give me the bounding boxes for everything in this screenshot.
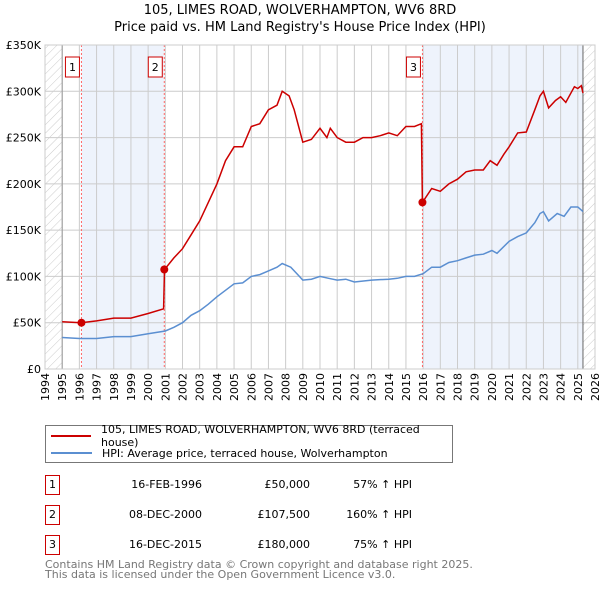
sale-hpi: 75% ↑ HPI — [353, 538, 412, 551]
sale-row: 3 16-DEC-2015 £180,000 75% ↑ HPI — [45, 535, 545, 555]
x-tick-label: 1999 — [125, 373, 138, 401]
sale-label: 3 — [410, 61, 417, 74]
sale-date: 16-FEB-1996 — [131, 478, 202, 491]
chart-subtitle: Price paid vs. HM Land Registry's House … — [114, 20, 486, 35]
sale-number: 1 — [45, 475, 60, 495]
legend-item-hpi: HPI: Average price, terraced house, Wolv… — [51, 445, 388, 461]
sale-point — [160, 265, 169, 274]
y-tick-label: £150K — [6, 224, 42, 237]
legend-label: HPI: Average price, terraced house, Wolv… — [102, 446, 388, 460]
sale-number: 2 — [45, 505, 60, 525]
sale-number: 3 — [45, 535, 60, 555]
x-tick-label: 2009 — [297, 373, 310, 401]
legend-item-property: 105, LIMES ROAD, WOLVERHAMPTON, WV6 8RD … — [51, 423, 452, 449]
x-tick-label: 2017 — [434, 373, 447, 401]
y-tick-label: £350K — [6, 39, 42, 52]
x-tick-label: 2007 — [262, 373, 275, 401]
y-tick-label: £50K — [13, 317, 42, 330]
x-tick-label: 2001 — [159, 373, 172, 401]
price-chart: 1994 1995 1996 1997 1998 1999 2000 2001 2002 2003… — [6, 39, 600, 401]
x-tick-label: 2005 — [228, 373, 241, 401]
x-tick-label: 2022 — [520, 373, 533, 401]
y-tick-label: £100K — [6, 270, 42, 283]
y-tick-label: £250K — [6, 132, 42, 145]
plot-border — [44, 44, 596, 370]
sale-label-box — [147, 56, 163, 78]
copyright-text: Contains HM Land Registry data © Crown c… — [45, 558, 473, 571]
legend-label: 105, LIMES ROAD, WOLVERHAMPTON, WV6 8RD … — [101, 423, 420, 449]
sale-date: 08-DEC-2000 — [128, 508, 202, 521]
x-tick-label: 1996 — [73, 373, 86, 401]
shaded-period — [422, 45, 583, 369]
x-tick-label: 1998 — [108, 373, 121, 401]
x-tick-label: 2014 — [383, 373, 396, 401]
y-tick-label: £200K — [6, 178, 42, 191]
licence-text: This data is licensed under the Open Gov… — [45, 568, 396, 581]
sale-label: 1 — [69, 61, 76, 74]
x-tick-label: 2013 — [366, 373, 379, 401]
sale-hpi: 57% ↑ HPI — [353, 478, 412, 491]
sale-hpi: 160% ↑ HPI — [346, 508, 412, 521]
x-tick-label: 2004 — [211, 373, 224, 401]
sale-date: 16-DEC-2015 — [128, 538, 202, 551]
x-tick-label: 2019 — [469, 373, 482, 401]
sale-label-box — [64, 56, 80, 78]
hpi-line — [62, 206, 584, 340]
x-tick-label: 2012 — [348, 373, 361, 401]
property-price-line — [62, 84, 584, 324]
x-tick-label: 2021 — [503, 373, 516, 401]
y-tick-label: £300K — [6, 85, 42, 98]
x-tick-label: 2015 — [400, 373, 413, 401]
x-tick-label: 2010 — [314, 373, 327, 401]
x-tick-label: 1997 — [91, 373, 104, 401]
sale-label: 2 — [152, 61, 159, 74]
x-tick-label: 2006 — [245, 373, 258, 401]
x-tick-label: 2018 — [452, 373, 465, 401]
no-data-hatch — [45, 45, 63, 369]
x-tick-label: 2020 — [486, 373, 499, 401]
chart-title: 105, LIMES ROAD, WOLVERHAMPTON, WV6 8RD — [143, 3, 457, 18]
no-data-hatch — [582, 45, 595, 369]
sale-price: £180,000 — [257, 538, 311, 551]
red-line-swatch — [51, 435, 91, 437]
x-tick-label: 1994 — [39, 373, 52, 401]
sale-price: £107,500 — [257, 508, 311, 521]
y-tick-label: £0 — [27, 363, 41, 376]
sale-label-box — [405, 56, 421, 78]
sale-row: 1 16-FEB-1996 £50,000 57% ↑ HPI — [45, 475, 545, 495]
x-tick-label: 2026 — [589, 373, 600, 401]
x-tick-label: 2000 — [142, 373, 155, 401]
blue-line-swatch — [51, 452, 92, 454]
x-tick-label: 2024 — [555, 373, 568, 401]
sale-point — [77, 318, 86, 327]
x-tick-label: 2008 — [280, 373, 293, 401]
x-tick-label: 2023 — [537, 373, 550, 401]
x-tick-label: 2002 — [177, 373, 190, 401]
sale-point — [418, 198, 427, 207]
x-tick-label: 2003 — [194, 373, 207, 401]
legend: 105, LIMES ROAD, WOLVERHAMPTON, WV6 8RD … — [45, 423, 453, 463]
shaded-period — [81, 45, 165, 369]
x-tick-label: 1995 — [56, 373, 69, 401]
x-tick-label: 2016 — [417, 373, 430, 401]
x-tick-label: 2011 — [331, 373, 344, 401]
sale-row: 2 08-DEC-2000 £107,500 160% ↑ HPI — [45, 505, 545, 525]
footer: Contains HM Land Registry data © Crown c… — [45, 558, 473, 581]
sale-price: £50,000 — [264, 478, 311, 491]
x-tick-label: 2025 — [572, 373, 585, 401]
